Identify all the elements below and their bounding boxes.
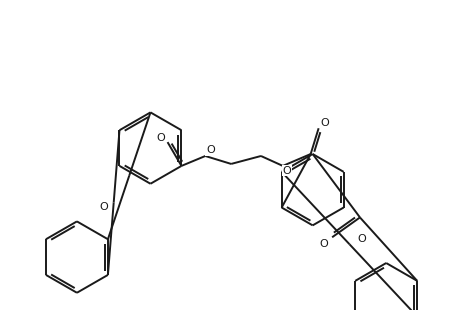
Text: O: O [206, 145, 215, 155]
Text: O: O [357, 234, 366, 244]
Text: O: O [320, 118, 329, 128]
Text: O: O [282, 166, 291, 176]
Text: O: O [320, 239, 329, 249]
Text: O: O [156, 133, 165, 143]
Text: O: O [99, 202, 108, 211]
